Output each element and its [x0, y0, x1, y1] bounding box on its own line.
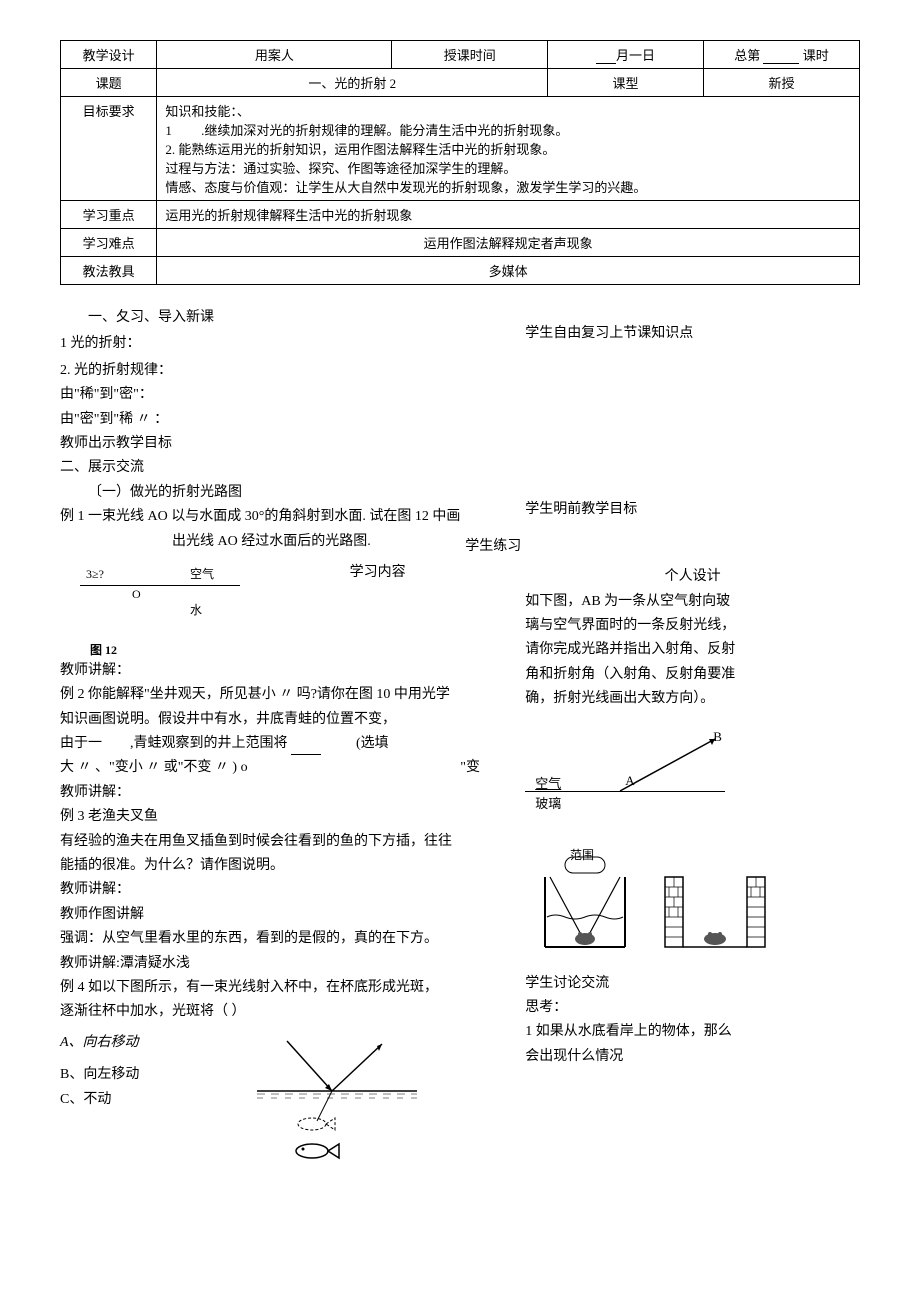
ex2c: 由于一 ,青蛙观察到的井上范围将 (选填	[60, 733, 495, 755]
frog-well-figure: 范围	[525, 847, 860, 957]
ex3a: 有经验的渔夫在用鱼叉插鱼到时候会往看到的鱼的下方插，往往	[60, 831, 495, 853]
reflection-diagram: 空气 玻璃 A B	[525, 731, 725, 831]
ex2c-left: 由于一	[60, 736, 102, 751]
goal-line4: 过程与方法：通过实验、探究、作图等途径加深学生的理解。	[165, 158, 851, 177]
fig12-angle: 3≥?	[86, 567, 104, 582]
left-l5: 教师出示教学目标	[60, 433, 495, 455]
section2-sub: 〔一）做光的折射光路图	[60, 482, 495, 504]
right-d3: 1 如果从水底看岸上的物体，那么	[525, 1021, 860, 1043]
time-label: 授课时间	[392, 41, 548, 69]
fig12-o: O	[132, 587, 141, 602]
tool-value: 多媒体	[157, 257, 860, 285]
keypoint-value: 运用光的折射规律解释生活中光的折射现象	[157, 201, 860, 229]
design-label: 教学设计	[61, 41, 157, 69]
right-d4: 会出现什么情况	[525, 1046, 860, 1068]
ex2d: 大 〃 、"变小 〃 或"不变 〃 ) o "变	[60, 757, 480, 779]
right-r3: 学生练习	[465, 536, 860, 558]
goal-line2-num: 1	[165, 123, 172, 138]
fish-figure	[257, 1036, 417, 1166]
diagram-glass-label: 玻璃	[535, 793, 561, 812]
option-a: A、向右移动	[60, 1032, 139, 1054]
content-body: 一、夂习、导入新课 1 光的折射： 2. 光的折射规律： 由"稀"到"密"： 由…	[60, 305, 860, 1176]
ex3-title: 例 3 老渔夫叉鱼	[60, 806, 495, 828]
ex2c-right: (选填	[356, 736, 389, 751]
ex4b: 逐渐往杯中加水，光斑将（ ）	[60, 1001, 495, 1023]
keypoint-label: 学习重点	[61, 201, 157, 229]
left-column: 一、夂习、导入新课 1 光的折射： 2. 光的折射规律： 由"稀"到"密"： 由…	[60, 305, 495, 1176]
diagram-air-label: 空气	[535, 773, 561, 792]
topic-value: 一、光的折射 2	[157, 69, 548, 97]
goal-line2-text: .继续加深对光的折射规律的理解。能分清生活中光的折射现象。	[201, 123, 568, 138]
teacher-draw: 教师作图讲解	[60, 904, 495, 926]
difficulty-value: 运用作图法解释规定者声现象	[157, 229, 860, 257]
ex2c-mid: ,青蛙观察到的井上范围将	[130, 736, 288, 751]
total-label: 总第	[734, 48, 760, 63]
teacher-explain-3: 教师讲解：	[60, 879, 495, 901]
section2-title: 二、展示交流	[60, 457, 495, 479]
tool-label: 教法教具	[61, 257, 157, 285]
period-label: 课时	[803, 48, 829, 63]
total-cell: 总第 课时	[703, 41, 859, 69]
option-c: C、不动	[60, 1089, 139, 1111]
personal-design: 个人设计	[525, 566, 860, 588]
right-p3: 请你完成光路并指出入射角、反射	[525, 639, 860, 661]
left-l2: 2. 光的折射规律：	[60, 360, 495, 382]
ex4a: 例 4 如以下图所示，有一束光线射入杯中，在杯底形成光斑，	[60, 977, 495, 999]
fig12-air: 空气	[190, 565, 214, 582]
ex3b: 能插的很准。为什么？请作图说明。	[60, 855, 495, 877]
goal-line5: 情感、态度与价值观：让学生从大自然中发现光的折射现象，激发学生学习的兴趣。	[165, 177, 851, 196]
left-l3: 由"稀"到"密"：	[60, 384, 495, 406]
ex1b: 出光线 AO 经过水面后的光路图.	[60, 531, 495, 553]
date-cell: 月一日	[548, 41, 704, 69]
goal-line2: 1 .继续加深对光的折射规律的理解。能分清生活中光的折射现象。	[165, 120, 851, 139]
emphasis: 强调：从空气里看水里的东西，看到的是假的，真的在下方。	[60, 928, 495, 950]
right-r2: 学生明前教学目标	[525, 499, 860, 521]
ex1: 例 1 一束光线 AO 以与水面成 30°的角斜射到水面. 试在图 12 中画	[60, 506, 495, 528]
type-label: 课型	[548, 69, 704, 97]
right-d2: 思考：	[525, 997, 860, 1019]
right-r1: 学生自由复习上节课知识点	[525, 323, 860, 345]
right-p5: 确，折射光线画出大致方向）。	[525, 688, 860, 710]
teacher-explain-5: 教师讲解:潭清疑水浅	[60, 953, 495, 975]
date-text: 月一日	[616, 48, 655, 63]
fig12-surface-line	[80, 585, 240, 586]
fig12-caption: 图 12	[90, 641, 260, 658]
figure-12: 3≥? 空气 O 水	[80, 565, 260, 635]
fig12-water: 水	[190, 601, 202, 618]
goal-line1: 知识和技能：、	[165, 101, 851, 120]
lesson-plan-header-table: 教学设计 用案人 授课时间 月一日 总第 课时 课题 一、光的折射 2 课型 新…	[60, 40, 860, 285]
ex2b: 知识画图说明。假设井中有水，井底青蛙的位置不变，	[60, 709, 495, 731]
ex2d-left: 大 〃 、"变小 〃 或"不变 〃 ) o	[60, 757, 248, 779]
right-p4: 角和折射角（入射角、反射角要准	[525, 664, 860, 686]
user-label: 用案人	[157, 41, 392, 69]
diagram-b-label: B	[713, 729, 722, 745]
goal-line3: 2. 能熟练运用光的折射知识，运用作图法解释生活中光的折射现象。	[165, 139, 851, 158]
goal-label: 目标要求	[61, 97, 157, 201]
ex2a: 例 2 你能解释"坐井观天，所见甚小 〃 吗?请你在图 10 中用光学	[60, 684, 495, 706]
right-column: 学生自由复习上节课知识点 学生明前教学目标 学生练习 个人设计 如下图，AB 为…	[525, 305, 860, 1176]
difficulty-label: 学习难点	[61, 229, 157, 257]
type-value: 新授	[703, 69, 859, 97]
topic-label: 课题	[61, 69, 157, 97]
study-content-label: 学习内容	[350, 565, 406, 580]
teacher-explain-2: 教师讲解：	[60, 782, 495, 804]
diagram-a-label: A	[625, 773, 634, 789]
frog-range-label: 范围	[570, 848, 594, 862]
right-d1: 学生讨论交流	[525, 973, 860, 995]
ex2d-right: "变	[460, 757, 480, 779]
left-l4: 由"密"到"稀 〃 ：	[60, 409, 495, 431]
right-p2: 璃与空气界面时的一条反射光线，	[525, 615, 860, 637]
section1-title: 一、夂习、导入新课	[60, 307, 495, 329]
left-l1: 1 光的折射：	[60, 333, 141, 355]
option-b: B、向左移动	[60, 1064, 139, 1086]
right-p1: 如下图，AB 为一条从空气射向玻	[525, 591, 860, 613]
teacher-explain-1: 教师讲解：	[60, 660, 495, 682]
goal-cell: 知识和技能：、 1 .继续加深对光的折射规律的理解。能分清生活中光的折射现象。 …	[157, 97, 860, 201]
